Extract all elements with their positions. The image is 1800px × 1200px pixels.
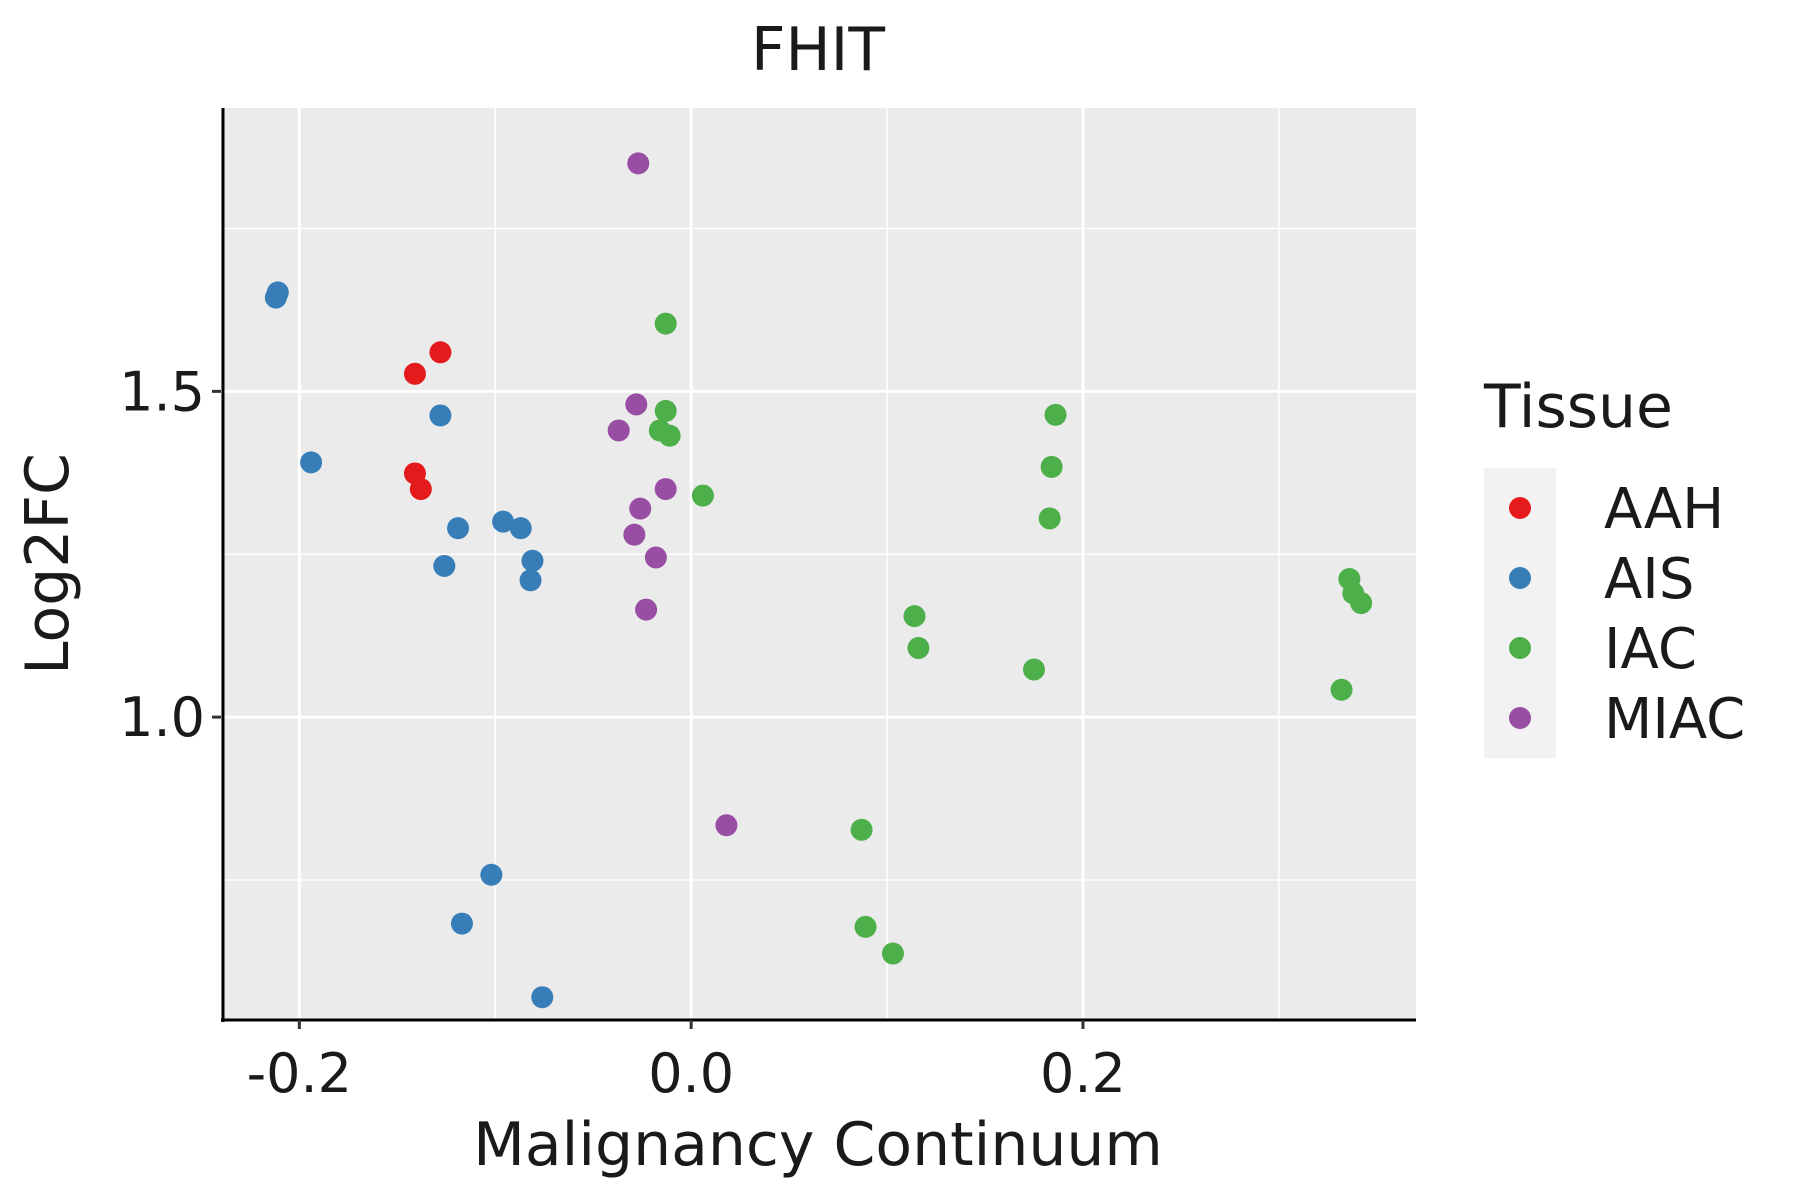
legend-title: Tissue [1483, 372, 1673, 442]
data-point-iac [1038, 507, 1061, 530]
data-point-iac [1040, 455, 1063, 478]
legend-label-aah: AAH [1604, 477, 1724, 542]
x-axis-ticks: -0.2 0.0 0.2 [247, 1020, 1126, 1105]
legend-key-miac [1509, 707, 1531, 729]
data-point-ais [480, 863, 503, 886]
data-point-ais [300, 451, 323, 474]
major-gridlines [221, 108, 1416, 1020]
legend-label-miac: MIAC [1604, 687, 1745, 752]
data-point-iac [881, 942, 904, 965]
legend-key-iac [1509, 637, 1531, 659]
data-point-iac [654, 312, 677, 335]
data-point-aah [403, 362, 426, 385]
y-tick-label: 1.5 [119, 360, 205, 423]
plot-panel [221, 108, 1416, 1020]
x-tick-label: 0.0 [648, 1042, 734, 1105]
data-point-ais [429, 404, 452, 427]
data-point-iac [654, 399, 677, 422]
data-point-iac [691, 484, 714, 507]
y-tick-label: 1.0 [119, 686, 205, 749]
data-point-miac [623, 523, 646, 546]
legend-key-aah [1509, 497, 1531, 519]
data-point-ais [519, 569, 542, 592]
data-point-ais [509, 517, 532, 540]
data-point-ais [447, 517, 470, 540]
legend-label-iac: IAC [1604, 617, 1697, 682]
data-point-miac [625, 393, 648, 416]
data-point-ais [264, 286, 287, 309]
data-point-iac [658, 424, 681, 447]
data-point-iac [1044, 403, 1067, 426]
x-tick-label: -0.2 [247, 1042, 352, 1105]
data-point-miac [635, 598, 658, 621]
data-point-iac [1330, 678, 1353, 701]
data-point-iac [903, 605, 926, 628]
legend-label-ais: AIS [1604, 547, 1694, 612]
data-point-miac [607, 419, 630, 442]
data-point-iac [1350, 592, 1373, 615]
data-point-aah [409, 478, 432, 501]
y-axis-ticks: 1.0 1.5 [119, 360, 221, 749]
data-point-miac [629, 497, 652, 520]
legend-key-ais [1509, 567, 1531, 589]
minor-gridlines [221, 108, 1416, 1020]
data-point-iac [907, 637, 930, 660]
data-point-ais [433, 554, 456, 577]
data-point-miac [654, 478, 677, 501]
data-point-miac [644, 546, 667, 569]
x-tick-label: 0.2 [1040, 1042, 1126, 1105]
data-point-iac [854, 915, 877, 938]
data-point-iac [850, 818, 873, 841]
data-point-iac [1022, 658, 1045, 681]
data-point-ais [450, 912, 473, 935]
data-point-ais [492, 510, 515, 533]
x-axis-title: Malignancy Continuum [473, 1110, 1163, 1180]
data-point-miac [715, 814, 738, 837]
data-point-ais [521, 549, 544, 572]
data-point-ais [531, 986, 554, 1009]
data-point-miac [627, 152, 650, 175]
data-points [264, 152, 1373, 1009]
chart-title: FHIT [751, 15, 885, 85]
data-point-aah [429, 341, 452, 364]
y-axis-title: Log2FC [13, 453, 83, 675]
